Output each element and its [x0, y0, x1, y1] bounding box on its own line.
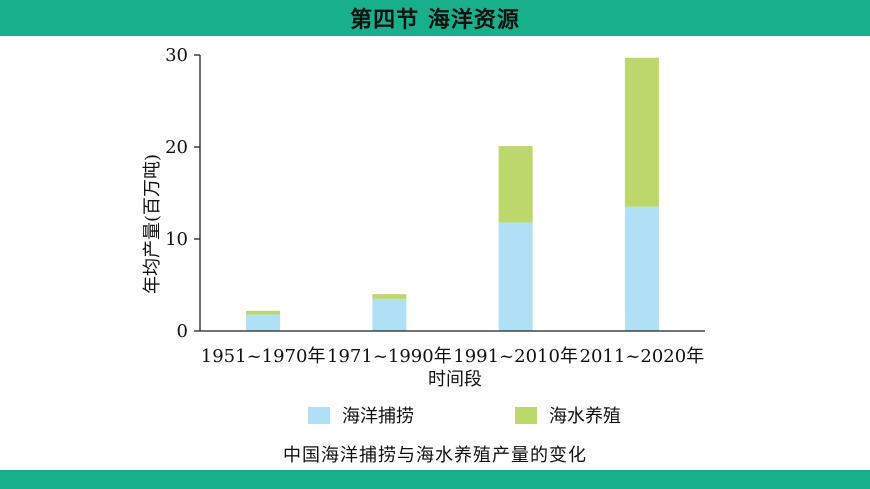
y-tick-label: 0: [177, 321, 188, 342]
legend-item-capture: 海洋捕捞: [308, 402, 414, 428]
x-tick-label: 1991~2010年: [453, 346, 578, 367]
bars-group: [246, 57, 659, 331]
legend-swatch-capture: [308, 406, 330, 424]
y-axis-title: 年均产量(百万吨): [142, 154, 163, 294]
bar-segment-capture: [246, 314, 281, 331]
bar-segment-aquaculture: [498, 146, 533, 223]
page-title: 第四节 海洋资源: [350, 7, 520, 33]
bar-segment-aquaculture: [372, 294, 407, 299]
x-tick-label: 2011~2020年: [580, 346, 705, 367]
stacked-bar-chart: 0 10 20 30 1951~1970年 1971~1990年 1991~2010年 20…: [142, 45, 705, 390]
figure-caption: 中国海洋捕捞与海水养殖产量的变化: [283, 445, 587, 466]
header-bar: 第四节 海洋资源: [0, 0, 870, 36]
x-tick-label: 1951~1970年: [201, 346, 326, 367]
y-tick-label: 30: [165, 45, 188, 66]
x-axis-title: 时间段: [428, 369, 482, 390]
legend-label-capture: 海洋捕捞: [342, 406, 414, 427]
legend-label-aquaculture: 海水养殖: [549, 406, 621, 427]
footer-bar: [0, 470, 870, 489]
y-ticks-group: 0 10 20 30: [165, 45, 200, 342]
bar-segment-capture: [624, 206, 659, 331]
y-tick-label: 20: [165, 137, 188, 158]
x-ticks-group: 1951~1970年 1971~1990年 1991~2010年 2011~2020年: [201, 346, 704, 367]
legend-item-aquaculture: 海水养殖: [515, 402, 621, 428]
bar-segment-capture: [372, 298, 407, 331]
y-tick-label: 10: [165, 229, 188, 250]
bar-segment-aquaculture: [246, 310, 281, 315]
bar-segment-capture: [498, 222, 533, 331]
x-tick-label: 1971~1990年: [327, 346, 452, 367]
bar-segment-aquaculture: [624, 57, 659, 207]
legend-swatch-aquaculture: [515, 406, 537, 424]
